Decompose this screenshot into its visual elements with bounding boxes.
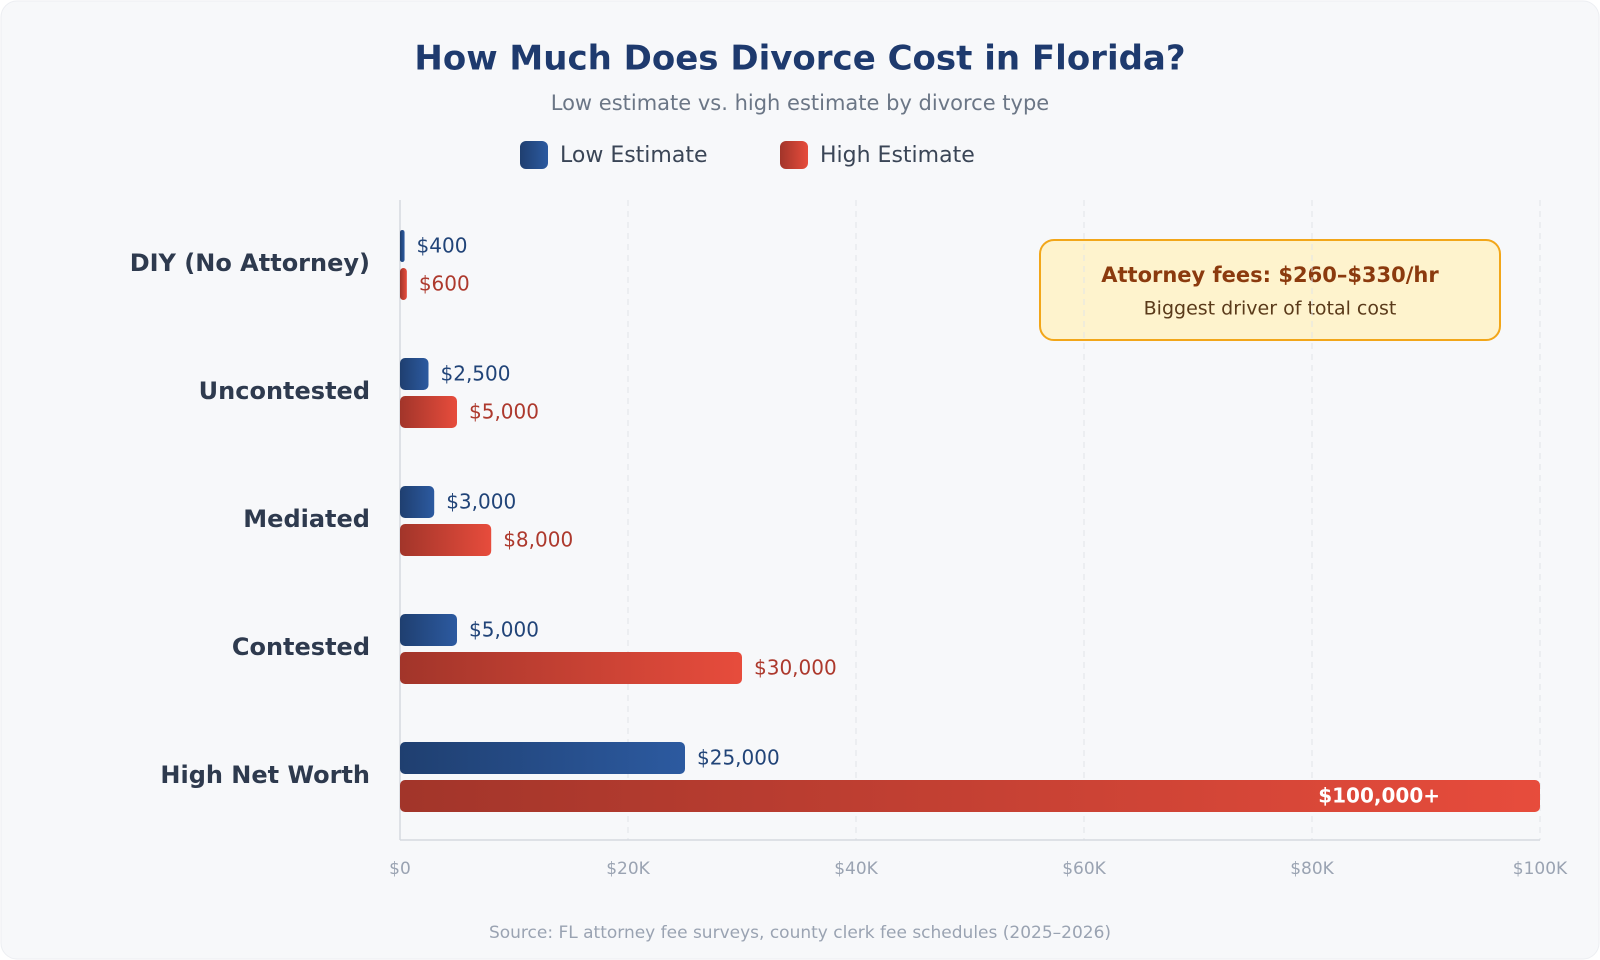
value-label: $25,000 [697, 746, 780, 770]
value-label: $600 [419, 272, 470, 296]
value-label: $3,000 [446, 490, 516, 514]
value-label: $5,000 [469, 618, 539, 642]
x-tick-label: $0 [389, 859, 411, 879]
chart-subtitle: Low estimate vs. high estimate by divorc… [551, 91, 1049, 115]
bar [400, 524, 492, 556]
value-label: $400 [417, 234, 468, 258]
value-label: $100,000+ [1318, 784, 1440, 808]
bar [400, 652, 742, 684]
x-tick-label: $80K [1290, 859, 1334, 879]
legend-label: Low Estimate [560, 143, 708, 168]
x-tick-label: $60K [1062, 859, 1106, 879]
source-note: Source: FL attorney fee surveys, county … [489, 923, 1111, 943]
bar [400, 396, 457, 428]
bar [400, 230, 405, 262]
bar [400, 742, 685, 774]
bar [400, 358, 429, 390]
bar [400, 614, 457, 646]
legend-swatch [780, 141, 808, 169]
x-tick-label: $100K [1513, 859, 1568, 879]
x-tick-label: $40K [834, 859, 878, 879]
legend-label: High Estimate [820, 143, 975, 168]
y-tick-label: DIY (No Attorney) [130, 249, 370, 277]
value-label: $2,500 [441, 362, 511, 386]
value-label: $8,000 [503, 528, 573, 552]
bar [400, 268, 407, 300]
bar [400, 780, 1540, 812]
y-tick-label: High Net Worth [160, 761, 370, 789]
x-tick-label: $20K [606, 859, 650, 879]
y-tick-label: Mediated [243, 505, 370, 533]
value-label: $5,000 [469, 400, 539, 424]
y-tick-label: Uncontested [199, 377, 370, 405]
annotation-box [1039, 239, 1501, 341]
annotation-text: Biggest driver of total cost [1144, 298, 1397, 320]
y-tick-label: Contested [232, 633, 370, 661]
annotation-title: Attorney fees: $260–$330/hr [1101, 263, 1439, 287]
value-label: $30,000 [754, 656, 837, 680]
chart-title: How Much Does Divorce Cost in Florida? [414, 39, 1185, 79]
legend-swatch [520, 141, 548, 169]
bar [400, 486, 435, 518]
